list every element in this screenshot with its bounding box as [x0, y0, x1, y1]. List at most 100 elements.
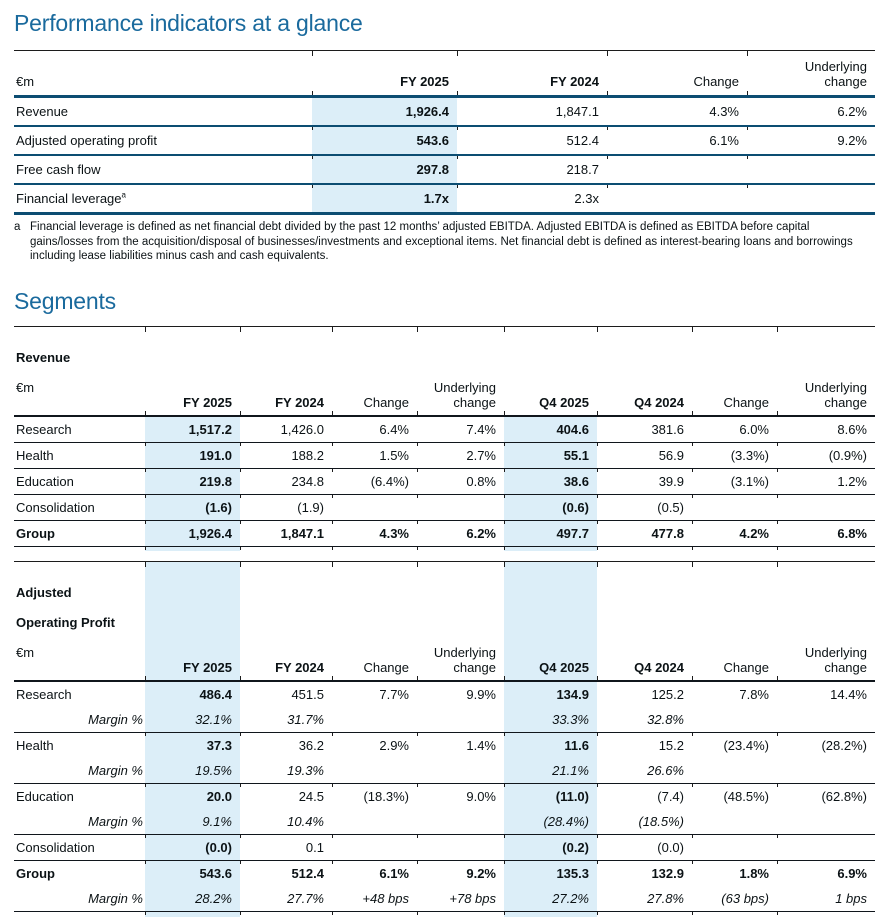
table-row: Revenue 1,926.4 1,847.1 4.3% 6.2%	[14, 96, 875, 126]
table-title-cell: Revenue €m	[14, 325, 145, 417]
adjusted-operating-profit-table: Adjusted Operating Profit €m FY 2025 FY …	[14, 561, 875, 917]
table-cell	[504, 545, 597, 551]
row-label: Margin %	[88, 763, 143, 778]
table-cell: 21.1%	[504, 758, 597, 784]
col-fy2025: FY 2025	[145, 561, 240, 682]
col-fy2024: FY 2024	[240, 325, 332, 417]
unit-label: €m	[14, 50, 312, 98]
row-label: Health	[14, 732, 145, 758]
col-change: Change	[332, 561, 417, 682]
aop-table-body: Research 486.4 451.5 7.7% 9.9% 134.9 125.2 7.8%…	[14, 681, 875, 917]
table-cell: (0.0)	[145, 834, 240, 861]
table-cell	[747, 183, 875, 215]
table-cell: 543.6	[312, 125, 457, 155]
row-label: Adjusted operating profit	[14, 125, 312, 155]
table-cell	[692, 758, 777, 784]
table-cell: 31.7%	[287, 712, 324, 727]
table-cell: 1,426.0	[280, 421, 324, 437]
table-cell	[332, 834, 417, 861]
table-cell: 11.6	[504, 732, 597, 758]
table-cell	[417, 707, 504, 733]
col-q4-2024: Q4 2024	[597, 561, 692, 682]
table-cell: 14.4%	[830, 687, 867, 702]
table-cell: 0.1	[240, 834, 332, 861]
col-fy2024: FY 2024	[240, 561, 332, 682]
table-cell: 6.1%	[607, 125, 747, 155]
revenue-segments-table: Revenue €m FY 2025 FY 2024 Change Underl…	[14, 325, 875, 551]
table-cell: (6.4%)	[332, 467, 417, 494]
col-change: Change	[607, 50, 747, 98]
table-cell: 219.8	[145, 467, 240, 494]
table-cell: 512.4	[457, 125, 607, 155]
row-label	[14, 911, 145, 917]
table-spacer-row	[14, 545, 875, 551]
table-spacer-row	[14, 911, 875, 917]
table-cell: 36.2	[240, 732, 332, 758]
table-cell	[607, 154, 747, 184]
table-cell: 2.7%	[417, 441, 504, 468]
table-cell	[417, 493, 504, 520]
table-cell: (1.6)	[145, 493, 240, 520]
table-title-cell: Adjusted Operating Profit €m	[14, 561, 145, 682]
row-label: Free cash flow	[14, 154, 312, 184]
table-cell: 191.0	[145, 441, 240, 468]
header-row: Revenue €m FY 2025 FY 2024 Change Underl…	[14, 325, 875, 417]
table-cell: 2.9%	[332, 732, 417, 758]
table-cell: 297.8	[312, 154, 457, 184]
table-cell	[777, 911, 875, 917]
table-cell: 10.4%	[287, 814, 324, 829]
row-label: Group	[14, 860, 145, 886]
table-cell	[240, 911, 332, 917]
header-row: €m FY 2025 FY 2024 Change Underlying cha…	[14, 50, 875, 98]
table-cell: (63 bps)	[721, 891, 769, 906]
table-cell	[417, 911, 504, 917]
col-fy2025: FY 2025	[145, 325, 240, 417]
table-cell	[332, 758, 417, 784]
table-cell	[417, 758, 504, 784]
table-cell: 404.6	[504, 415, 597, 442]
revenue-table-header: Revenue €m FY 2025 FY 2024 Change Underl…	[14, 325, 875, 417]
table-cell: +78 bps	[449, 891, 496, 906]
table-cell	[332, 707, 417, 733]
row-label: Education	[14, 783, 145, 809]
table-cell: 1.7x	[312, 183, 457, 215]
table-cell: 20.0	[145, 783, 240, 809]
row-label: Financial leveragea	[14, 183, 312, 215]
table-cell: (7.4)	[597, 783, 692, 809]
table-cell: 7.8%	[739, 687, 769, 702]
table-cell	[692, 911, 777, 917]
table-row: Education 219.8 234.8 (6.4%) 0.8% 38.6 39.9 (3.…	[14, 467, 875, 494]
table-cell: 56.9	[597, 441, 692, 468]
table-cell: 27.2%	[504, 886, 597, 912]
table-row: Margin % 19.5% 19.3% 21.1% 26.6%	[14, 758, 875, 784]
unit-label: €m	[16, 379, 35, 395]
table-cell: (0.9%)	[777, 441, 875, 468]
table-cell: 24.5	[240, 783, 332, 809]
table-cell: 1.8%	[692, 860, 777, 886]
table-row: Group 543.6 512.4 6.1% 9.2% 135.3 132.9 1.8% 6.9…	[14, 860, 875, 886]
col-underlying-change-q4: Underlying change	[777, 325, 875, 417]
table-row: Research 1,517.2 1,426.0 6.4% 7.4% 404.6 381.6…	[14, 415, 875, 442]
table-cell: 19.3%	[287, 763, 324, 778]
table-cell: 0.8%	[417, 467, 504, 494]
table-cell: (3.1%)	[692, 467, 777, 494]
table-cell: 7.4%	[466, 421, 496, 437]
table-cell	[597, 911, 692, 917]
col-underlying-change-q4: Underlying change	[777, 561, 875, 682]
table-cell: 1.5%	[332, 441, 417, 468]
col-q4-2024: Q4 2024	[597, 325, 692, 417]
table-cell	[692, 834, 777, 861]
table-cell: (48.5%)	[692, 783, 777, 809]
table-cell: 451.5	[291, 687, 324, 702]
table-cell	[597, 545, 692, 551]
table-row: Group 1,926.4 1,847.1 4.3% 6.2% 497.7 477.8 4.2…	[14, 519, 875, 546]
table-cell: 9.9%	[466, 687, 496, 702]
table-cell	[145, 911, 240, 917]
col-underlying-change: Underlying change	[417, 561, 504, 682]
table-row: Margin % 28.2% 27.7% +48 bps +78 bps 27.2% 27.…	[14, 886, 875, 912]
row-label: Margin %	[88, 814, 143, 829]
table-cell: (18.5%)	[638, 814, 684, 829]
table-cell: 32.8%	[647, 712, 684, 727]
table-cell: 26.6%	[647, 763, 684, 778]
